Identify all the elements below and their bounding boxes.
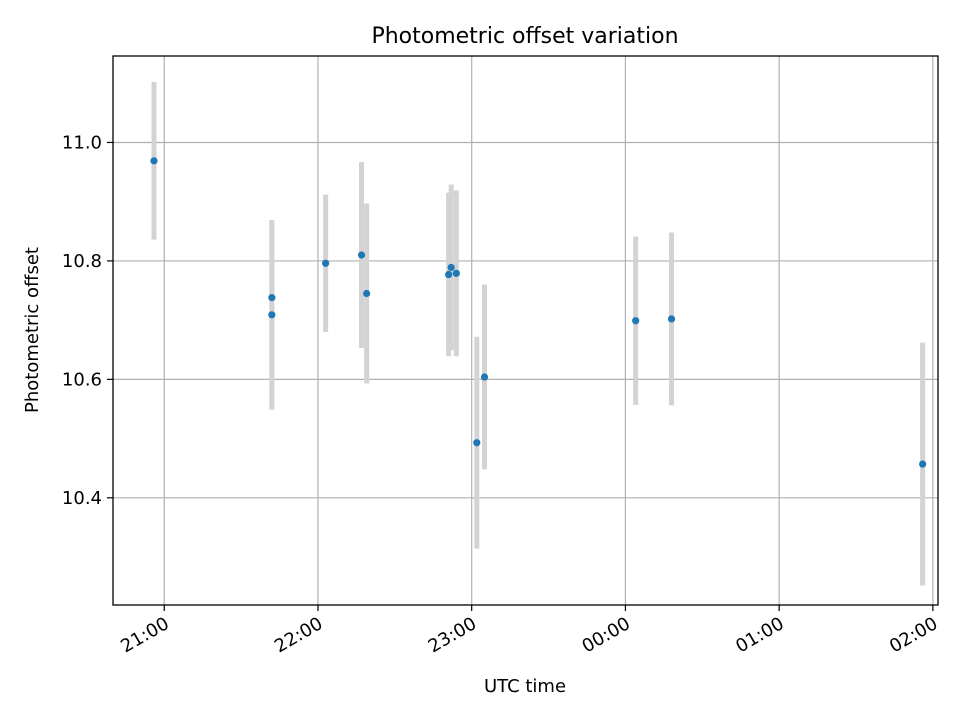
grid [113, 56, 938, 605]
data-point [480, 373, 489, 381]
data-point [357, 251, 366, 259]
y-axis-title: Photometric offset [22, 247, 43, 413]
y-axis-ticks: 10.4 10.6 10.8 11.0 [62, 132, 113, 509]
data-point [150, 157, 158, 165]
y-tick-label: 11.0 [62, 132, 102, 153]
data-point [322, 259, 330, 267]
data-point [445, 270, 453, 279]
data-point [632, 317, 640, 325]
chart-title: Photometric offset variation [371, 24, 678, 49]
data-points [150, 157, 927, 468]
data-point [452, 269, 460, 277]
y-tick-label: 10.8 [62, 251, 102, 272]
data-point [268, 294, 276, 302]
data-point [667, 315, 676, 323]
x-axis-title: UTC time [484, 676, 566, 697]
data-point [447, 263, 455, 272]
y-tick-label: 10.6 [62, 369, 102, 390]
y-tick-label: 10.4 [62, 488, 102, 509]
data-point [268, 311, 276, 319]
data-point [919, 460, 927, 468]
plot-frame [112, 55, 939, 606]
data-point [473, 439, 481, 447]
data-point [363, 289, 371, 298]
